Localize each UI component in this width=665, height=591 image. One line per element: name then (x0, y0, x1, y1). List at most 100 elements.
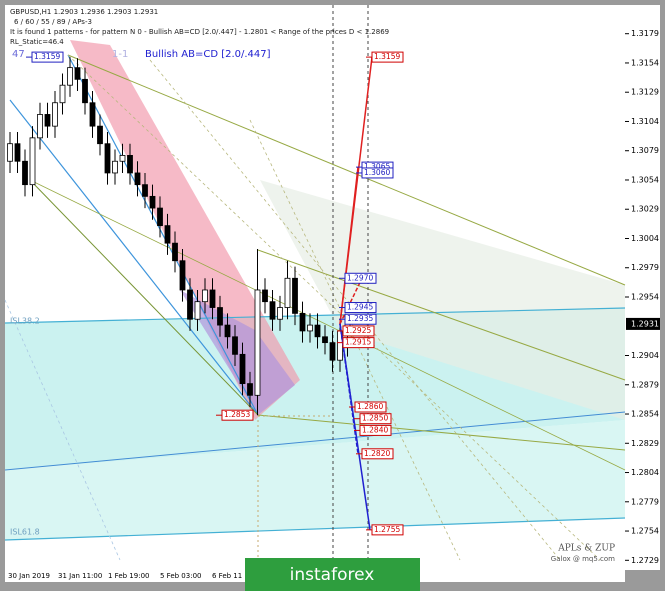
candle-body (7, 143, 13, 162)
candle-body (59, 84, 66, 104)
candle-body (179, 260, 186, 291)
y-tick-label: 1.3029 (631, 205, 659, 214)
y-tick-label: 1.3129 (631, 88, 659, 97)
candle-body (127, 155, 133, 174)
level-label: 1.3065 (364, 162, 390, 171)
level-box (371, 524, 404, 536)
candle-body (307, 324, 313, 332)
y-tick-label: 1.2829 (631, 439, 659, 448)
header-text: RL_Static=46.4 (10, 38, 64, 46)
candle-body (119, 155, 126, 162)
candle-body (82, 78, 88, 104)
level-label: 1.3159 (34, 52, 60, 61)
level-label: 1.3060 (364, 168, 390, 177)
candle-body (67, 67, 73, 86)
level-label: 1.2820 (364, 449, 390, 458)
candle-body (209, 289, 216, 308)
mark-label: 47 (12, 49, 25, 60)
y-tick-label: 1.2979 (631, 263, 659, 272)
candle-body (232, 336, 238, 355)
level-box (359, 424, 392, 436)
level-box (361, 167, 394, 179)
y-tick-label: 1.2854 (631, 410, 659, 419)
candle-body (104, 143, 111, 174)
x-tick-label: 30 Jan 2019 (8, 572, 50, 580)
header-text: It is found 1 patterns - for pattern N 0… (10, 28, 389, 36)
candle-body (217, 307, 223, 326)
candle-body (269, 301, 276, 320)
level-box (371, 51, 404, 63)
level-box (344, 302, 377, 314)
candle-body (37, 114, 43, 139)
candle-body (247, 383, 253, 396)
candle-body (322, 336, 328, 344)
level-box (342, 325, 375, 337)
y-tick-label: 1.2954 (631, 293, 659, 302)
projection-line (339, 167, 359, 325)
candle-body (187, 289, 193, 320)
level-label: 1.2853 (224, 410, 250, 419)
candle-body (14, 143, 21, 162)
current-price: 1.2931 (631, 319, 659, 328)
watermark: Galox @ mq5.com (551, 555, 615, 563)
candle-body (329, 342, 336, 361)
projection-line (339, 323, 353, 408)
candle-body (74, 67, 81, 80)
channel-label: ISL61.8 (10, 528, 40, 537)
level-box (359, 413, 392, 425)
projection-line (339, 277, 363, 325)
x-tick-label: 5 Feb 03:00 (160, 572, 201, 580)
candle-body (52, 102, 58, 127)
candle-body (112, 160, 118, 174)
y-tick-label: 1.3104 (631, 117, 659, 126)
logo-banner (245, 558, 420, 591)
candle-body (29, 137, 36, 186)
header-text: 6 / 60 / 55 / 89 / APs-3 (14, 18, 92, 26)
candle-body (224, 324, 231, 338)
candle-body (254, 289, 261, 396)
candle-body (172, 242, 178, 262)
y-tick-label: 1.2754 (631, 527, 659, 536)
level-label: 1.2860 (357, 402, 383, 411)
candle-body (44, 114, 51, 127)
level-label: 1.2915 (345, 338, 371, 347)
candle-body (149, 195, 156, 209)
candle-body (284, 277, 291, 308)
candle-body (292, 277, 298, 314)
candle-body (22, 160, 28, 186)
level-label: 1.3159 (374, 52, 400, 61)
candle-body (239, 353, 246, 384)
y-tick-label: 1.2879 (631, 380, 659, 389)
level-box (354, 401, 387, 413)
level-label: 1.2970 (347, 273, 373, 282)
y-tick-label: 1.3179 (631, 29, 659, 38)
candle-body (194, 301, 201, 320)
candle-body (157, 207, 163, 227)
y-tick-label: 1.2904 (631, 351, 659, 360)
y-tick-label: 1.2804 (631, 468, 659, 477)
candle-body (164, 225, 171, 244)
y-tick-label: 1.3004 (631, 234, 659, 243)
y-tick-label: 1.2729 (631, 556, 659, 565)
candle-body (134, 172, 141, 186)
candle-body (89, 102, 96, 127)
y-tick-label: 1.2779 (631, 497, 659, 506)
candle-body (314, 324, 321, 338)
level-label: 1.2840 (362, 425, 388, 434)
mark-label: 1-1 (112, 49, 128, 60)
candle-body (277, 307, 283, 320)
candle-body (202, 289, 208, 303)
x-tick-label: 6 Feb 11 (212, 572, 242, 580)
level-box (342, 337, 375, 349)
header-text: GBPUSD,H1 1.2903 1.2936 1.2903 1.2931 (10, 8, 158, 16)
price-axis (625, 5, 660, 570)
level-label: 1.2925 (345, 326, 371, 335)
level-label: 1.2755 (374, 525, 400, 534)
x-tick-label: 1 Feb 19:00 (108, 572, 149, 580)
level-box (344, 272, 377, 284)
x-tick-label: 31 Jan 11:00 (58, 572, 102, 580)
logo: instaforex (290, 565, 375, 585)
y-tick-label: 1.3079 (631, 146, 659, 155)
